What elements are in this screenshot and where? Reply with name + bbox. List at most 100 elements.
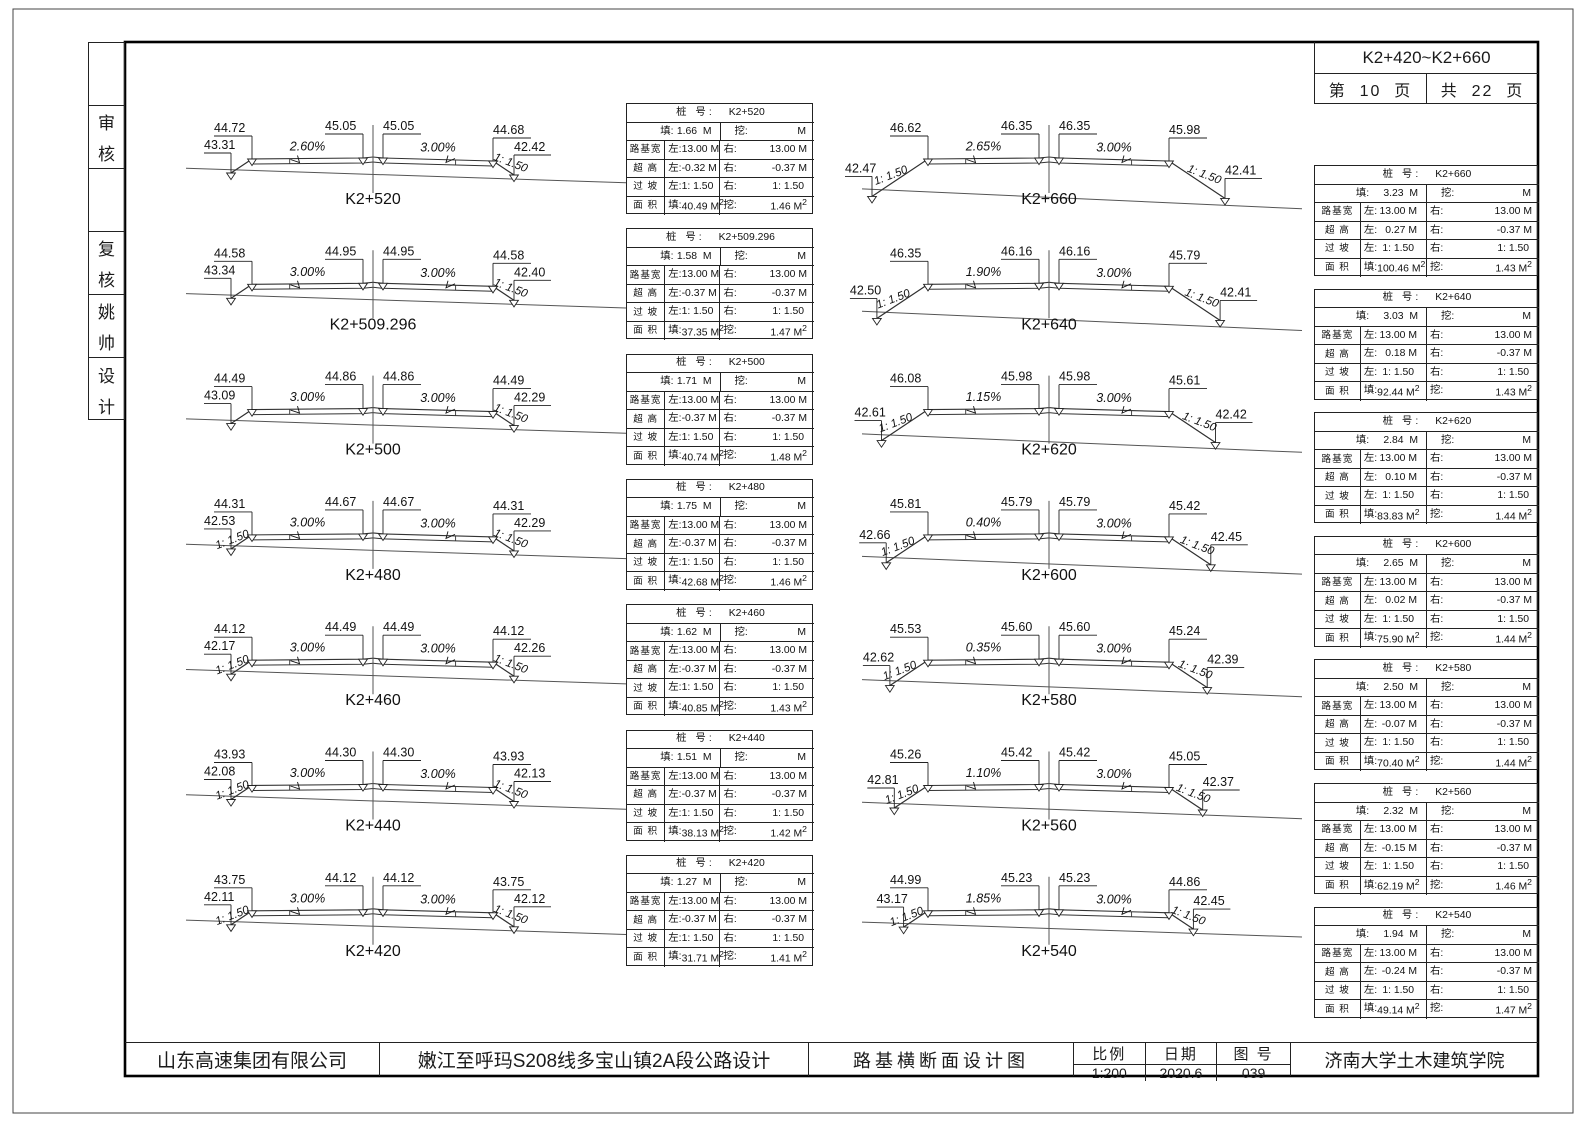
svg-text:K2+420: K2+420 xyxy=(345,943,401,960)
svg-text:44.86: 44.86 xyxy=(383,370,414,384)
svg-text:42.50: 42.50 xyxy=(850,283,881,297)
svg-text:42.40: 42.40 xyxy=(514,265,545,279)
svg-text:3.00%: 3.00% xyxy=(290,265,325,279)
svg-text:42.17: 42.17 xyxy=(204,639,235,653)
svg-text:45.05: 45.05 xyxy=(383,119,414,133)
svg-text:44.58: 44.58 xyxy=(493,248,524,262)
svg-text:45.60: 45.60 xyxy=(1001,620,1032,634)
svg-text:45.24: 45.24 xyxy=(1169,624,1200,638)
svg-text:45.79: 45.79 xyxy=(1169,248,1200,262)
svg-text:45.79: 45.79 xyxy=(1059,495,1090,509)
svg-text:46.35: 46.35 xyxy=(1001,119,1032,133)
svg-text:3.00%: 3.00% xyxy=(1096,141,1131,155)
svg-text:K2+660: K2+660 xyxy=(1021,191,1077,208)
svg-text:42.45: 42.45 xyxy=(1211,530,1242,544)
svg-text:44.67: 44.67 xyxy=(383,495,414,509)
svg-text:42.47: 42.47 xyxy=(845,161,876,175)
svg-text:43.93: 43.93 xyxy=(214,748,245,762)
svg-text:K2+520: K2+520 xyxy=(345,191,401,208)
svg-text:44.12: 44.12 xyxy=(325,871,356,885)
svg-text:3.00%: 3.00% xyxy=(290,515,325,529)
svg-text:42.29: 42.29 xyxy=(514,516,545,530)
svg-text:42.13: 42.13 xyxy=(514,767,545,781)
svg-text:42.08: 42.08 xyxy=(204,765,235,779)
svg-text:K2+640: K2+640 xyxy=(1021,316,1077,333)
svg-text:3.00%: 3.00% xyxy=(420,391,455,405)
svg-text:43.93: 43.93 xyxy=(493,750,524,764)
svg-text:45.98: 45.98 xyxy=(1001,370,1032,384)
svg-text:0.35%: 0.35% xyxy=(966,641,1001,655)
svg-text:44.31: 44.31 xyxy=(214,497,245,511)
svg-text:44.95: 44.95 xyxy=(325,244,356,258)
svg-text:42.66: 42.66 xyxy=(859,528,890,542)
svg-text:K2+600: K2+600 xyxy=(1021,567,1077,584)
svg-text:43.75: 43.75 xyxy=(214,873,245,887)
svg-text:45.05: 45.05 xyxy=(325,119,356,133)
svg-text:44.86: 44.86 xyxy=(1169,875,1200,889)
svg-text:2.60%: 2.60% xyxy=(289,140,325,154)
svg-text:42.39: 42.39 xyxy=(1207,653,1238,667)
svg-text:45.05: 45.05 xyxy=(1169,750,1200,764)
svg-text:42.53: 42.53 xyxy=(204,514,235,528)
svg-text:46.16: 46.16 xyxy=(1001,244,1032,258)
svg-text:43.34: 43.34 xyxy=(204,263,235,277)
svg-text:46.16: 46.16 xyxy=(1059,244,1090,258)
svg-text:43.75: 43.75 xyxy=(493,875,524,889)
svg-text:K2+580: K2+580 xyxy=(1021,692,1077,709)
svg-text:42.42: 42.42 xyxy=(1216,408,1247,422)
svg-text:44.49: 44.49 xyxy=(493,374,524,388)
svg-text:45.61: 45.61 xyxy=(1169,374,1200,388)
svg-text:K2+509.296: K2+509.296 xyxy=(330,316,417,333)
svg-text:42.41: 42.41 xyxy=(1220,285,1251,299)
svg-text:3.00%: 3.00% xyxy=(420,141,455,155)
svg-text:3.00%: 3.00% xyxy=(420,516,455,530)
svg-text:1: 1.50: 1: 1.50 xyxy=(1183,287,1221,311)
svg-text:1.10%: 1.10% xyxy=(966,766,1001,780)
svg-text:44.31: 44.31 xyxy=(493,499,524,513)
svg-text:44.86: 44.86 xyxy=(325,370,356,384)
svg-text:3.00%: 3.00% xyxy=(1096,266,1131,280)
svg-text:43.09: 43.09 xyxy=(204,389,235,403)
svg-text:3.00%: 3.00% xyxy=(290,390,325,404)
svg-text:K2+540: K2+540 xyxy=(1021,943,1077,960)
svg-text:3.00%: 3.00% xyxy=(290,766,325,780)
svg-text:1: 1.50: 1: 1.50 xyxy=(1186,163,1224,187)
svg-text:45.42: 45.42 xyxy=(1169,499,1200,513)
svg-text:3.00%: 3.00% xyxy=(290,891,325,905)
svg-text:44.30: 44.30 xyxy=(383,746,414,760)
svg-text:42.42: 42.42 xyxy=(514,140,545,154)
svg-text:3.00%: 3.00% xyxy=(420,767,455,781)
svg-text:3.00%: 3.00% xyxy=(1096,892,1131,906)
svg-text:1.90%: 1.90% xyxy=(966,265,1001,279)
svg-text:45.98: 45.98 xyxy=(1169,123,1200,137)
svg-text:44.12: 44.12 xyxy=(383,871,414,885)
svg-text:42.45: 42.45 xyxy=(1193,894,1224,908)
svg-text:1.15%: 1.15% xyxy=(966,390,1001,404)
svg-text:45.53: 45.53 xyxy=(890,622,921,636)
svg-text:3.00%: 3.00% xyxy=(420,642,455,656)
svg-text:K2+440: K2+440 xyxy=(345,818,401,835)
svg-text:46.62: 46.62 xyxy=(890,121,921,135)
svg-text:44.72: 44.72 xyxy=(214,121,245,135)
svg-text:3.00%: 3.00% xyxy=(290,641,325,655)
svg-text:44.49: 44.49 xyxy=(325,620,356,634)
svg-text:3.00%: 3.00% xyxy=(1096,642,1131,656)
svg-text:42.11: 42.11 xyxy=(204,890,234,904)
svg-text:46.08: 46.08 xyxy=(890,372,921,386)
svg-text:45.81: 45.81 xyxy=(890,497,921,511)
svg-text:3.00%: 3.00% xyxy=(1096,767,1131,781)
svg-text:42.81: 42.81 xyxy=(867,773,898,787)
svg-text:44.99: 44.99 xyxy=(890,873,921,887)
svg-text:45.23: 45.23 xyxy=(1059,871,1090,885)
svg-text:43.31: 43.31 xyxy=(204,138,235,152)
svg-text:42.41: 42.41 xyxy=(1225,163,1256,177)
svg-text:42.37: 42.37 xyxy=(1203,775,1234,789)
svg-text:3.00%: 3.00% xyxy=(1096,516,1131,530)
svg-text:44.12: 44.12 xyxy=(214,622,245,636)
svg-text:K2+460: K2+460 xyxy=(345,692,401,709)
svg-text:42.26: 42.26 xyxy=(514,641,545,655)
svg-text:44.49: 44.49 xyxy=(214,372,245,386)
svg-text:44.95: 44.95 xyxy=(383,244,414,258)
svg-text:42.62: 42.62 xyxy=(863,651,894,665)
svg-text:45.60: 45.60 xyxy=(1059,620,1090,634)
